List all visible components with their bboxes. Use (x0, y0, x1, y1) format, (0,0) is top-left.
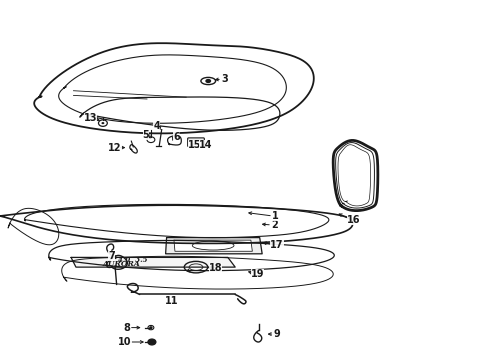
Text: 3: 3 (221, 74, 228, 84)
Text: 13: 13 (84, 113, 98, 123)
Text: 12: 12 (108, 143, 122, 153)
Text: 14: 14 (199, 140, 213, 150)
Text: 2: 2 (271, 220, 278, 230)
Polygon shape (174, 240, 252, 251)
Circle shape (148, 339, 156, 345)
FancyBboxPatch shape (188, 138, 204, 147)
Text: 6: 6 (173, 132, 180, 142)
Circle shape (150, 327, 152, 328)
Text: AURORA: AURORA (103, 260, 141, 268)
Text: 5: 5 (143, 130, 149, 140)
Text: 19: 19 (250, 269, 264, 279)
Text: 7: 7 (108, 251, 115, 261)
Text: 11: 11 (165, 296, 178, 306)
Polygon shape (166, 238, 262, 254)
Text: 16: 16 (347, 215, 361, 225)
Text: 17: 17 (270, 240, 284, 250)
Polygon shape (71, 257, 235, 267)
Text: 9: 9 (273, 329, 280, 339)
Text: 8: 8 (123, 323, 130, 333)
Text: 18: 18 (209, 263, 222, 273)
Text: 1: 1 (272, 211, 279, 221)
Circle shape (101, 122, 104, 124)
Text: 15: 15 (188, 140, 202, 150)
Circle shape (205, 79, 211, 83)
Text: 4.0  3.5: 4.0 3.5 (118, 256, 147, 264)
Text: 10: 10 (118, 337, 132, 347)
Text: 4: 4 (153, 121, 160, 131)
